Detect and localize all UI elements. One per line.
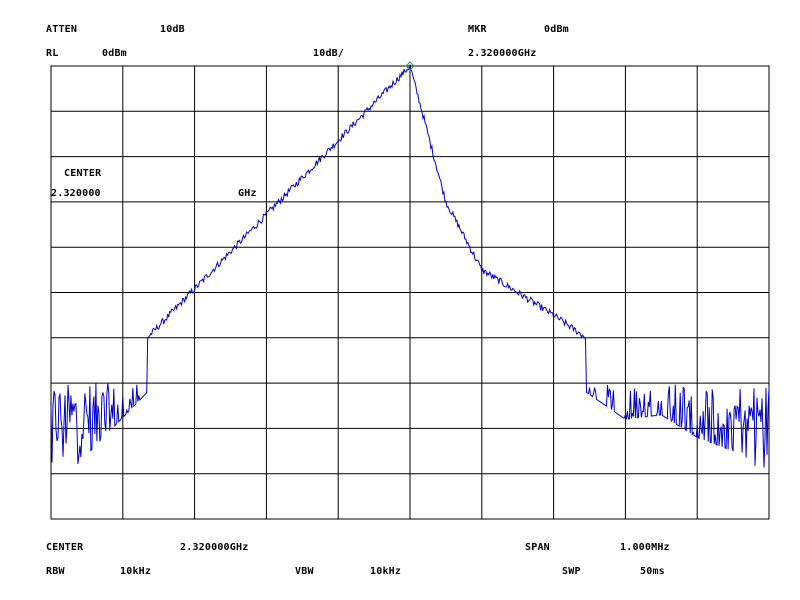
rbw-label: RBW (46, 566, 65, 577)
plot-grid (51, 66, 769, 519)
overlay-center-label: CENTER (64, 168, 102, 179)
atten-value: 10dB (160, 24, 185, 35)
scale-per-div: 10dB/ (313, 48, 345, 59)
vbw-value: 10kHz (370, 566, 402, 577)
marker-diamond-icon (405, 61, 415, 71)
vbw-label: VBW (295, 566, 314, 577)
sweep-value: 50ms (640, 566, 665, 577)
ref-level-value: 0dBm (102, 48, 127, 59)
rbw-value: 10kHz (120, 566, 152, 577)
sweep-label: SWP (562, 566, 581, 577)
marker-label: MKR (468, 24, 487, 35)
span-label: SPAN (525, 542, 550, 553)
marker-frequency: 2.320000GHz (468, 48, 537, 59)
span-value: 1.000MHz (620, 542, 670, 553)
marker-value: 0dBm (544, 24, 569, 35)
atten-label: ATTEN (46, 24, 78, 35)
ref-level-label: RL (46, 48, 59, 59)
overlay-center-unit: GHz (238, 188, 257, 199)
spectrum-trace (50, 64, 770, 468)
overlay-center-value: 2.320000 (51, 188, 101, 199)
footer-center-value: 2.320000GHz (180, 542, 249, 553)
footer-center-label: CENTER (46, 542, 84, 553)
